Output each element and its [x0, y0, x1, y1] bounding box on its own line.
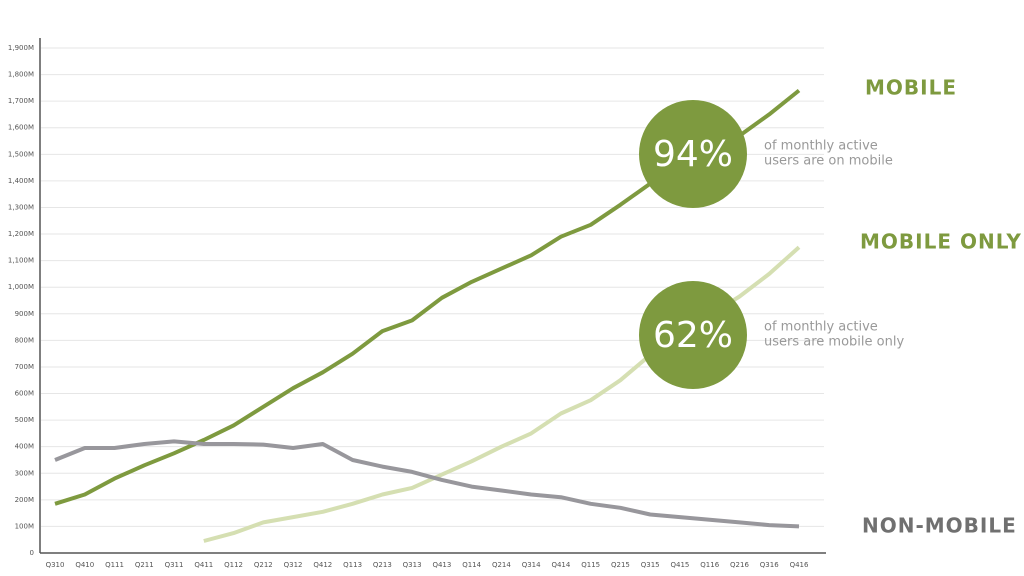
annotation-text: users are mobile only [764, 335, 904, 350]
annotation-text: users are on mobile [764, 154, 893, 169]
x-tick-label: Q214 [492, 561, 511, 569]
x-tick-label: Q413 [432, 561, 451, 569]
x-tick-label: Q314 [522, 561, 541, 569]
x-tick-label: Q411 [194, 561, 213, 569]
series-label: MOBILE ONLY [860, 230, 1022, 254]
x-tick-label: Q410 [75, 561, 94, 569]
y-tick-label: 200M [15, 496, 34, 504]
x-tick-label: Q116 [700, 561, 719, 569]
y-tick-label: 1,800M [8, 71, 34, 79]
badge-text: 94% [653, 134, 733, 175]
y-tick-label: 100M [15, 522, 34, 530]
y-tick-label: 800M [15, 336, 34, 344]
y-tick-label: 1,000M [8, 283, 34, 291]
x-tick-label: Q213 [373, 561, 392, 569]
x-tick-label: Q310 [46, 561, 65, 569]
x-tick-label: Q312 [284, 561, 303, 569]
y-tick-label: 900M [15, 310, 34, 318]
x-tick-label: Q212 [254, 561, 273, 569]
x-tick-label: Q313 [403, 561, 422, 569]
x-tick-label: Q415 [671, 561, 690, 569]
x-tick-label: Q111 [105, 561, 124, 569]
x-tick-label: Q416 [790, 561, 809, 569]
y-tick-label: 400M [15, 443, 34, 451]
y-tick-label: 0 [30, 549, 34, 557]
y-tick-label: 1,400M [8, 177, 34, 185]
x-tick-label: Q216 [730, 561, 749, 569]
y-tick-label: 1,200M [8, 230, 34, 238]
annotation-text: of monthly active [764, 320, 878, 335]
x-tick-label: Q311 [165, 561, 184, 569]
annotation-text: of monthly active [764, 139, 878, 154]
y-tick-label: 1,600M [8, 124, 34, 132]
x-tick-label: Q114 [462, 561, 481, 569]
x-tick-label: Q215 [611, 561, 630, 569]
series-label: NON-MOBILE [862, 514, 1017, 538]
y-tick-label: 1,900M [8, 44, 34, 52]
y-tick-label: 1,300M [8, 203, 34, 211]
y-tick-label: 1,100M [8, 257, 34, 265]
x-tick-label: Q115 [581, 561, 600, 569]
y-tick-label: 1,500M [8, 150, 34, 158]
x-tick-label: Q316 [760, 561, 779, 569]
x-tick-label: Q412 [313, 561, 332, 569]
badge-text: 62% [653, 315, 733, 356]
y-tick-label: 1,700M [8, 97, 34, 105]
y-tick-label: 700M [15, 363, 34, 371]
y-tick-label: 500M [15, 416, 34, 424]
x-tick-label: Q414 [551, 561, 570, 569]
x-tick-label: Q113 [343, 561, 362, 569]
y-tick-label: 300M [15, 469, 34, 477]
x-tick-label: Q211 [135, 561, 154, 569]
badge-circle [639, 100, 747, 208]
series-label: MOBILE [865, 76, 957, 100]
x-tick-label: Q112 [224, 561, 243, 569]
y-tick-label: 600M [15, 390, 34, 398]
series-line [54, 439, 800, 529]
x-tick-label: Q315 [641, 561, 660, 569]
badge-circle [639, 281, 747, 389]
